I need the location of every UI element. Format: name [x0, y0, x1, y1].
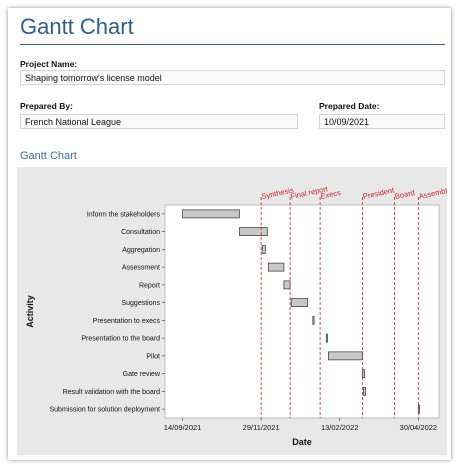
- gantt-bar: [328, 351, 363, 361]
- x-tick-label: 30/04/2022: [400, 423, 438, 432]
- milestone-label: Execs: [320, 188, 342, 201]
- milestone-label: Assembly: [418, 185, 447, 201]
- gantt-bar: [261, 245, 266, 254]
- gantt-bar: [182, 209, 240, 219]
- gantt-bar: [363, 387, 366, 396]
- project-name-field[interactable]: Shaping tomorrow's license model: [20, 70, 445, 85]
- gantt-bar: [325, 333, 328, 343]
- gantt-bar: [283, 280, 291, 290]
- y-tick-label: Presentation to execs: [93, 318, 161, 325]
- milestone-label: President: [362, 185, 396, 201]
- y-tick-label: Result validation with the board: [63, 389, 160, 396]
- prepared-date-label: Prepared Date:: [319, 101, 380, 111]
- y-tick-label: Consultation: [121, 229, 160, 236]
- gantt-chart-panel: Inform the stakeholders Consultation Aggre…: [17, 167, 452, 455]
- y-tick-label: Submission for solution deployment: [49, 407, 160, 414]
- x-tick-label: 14/09/2021: [164, 423, 202, 432]
- gantt-bar: [312, 316, 315, 325]
- gantt-report-card: Gantt Chart Project Name: Shaping tomorr…: [8, 8, 452, 460]
- y-tick-label: Presentation to the board: [81, 336, 160, 343]
- page-title: Gantt Chart: [20, 14, 134, 39]
- y-tick-label: Report: [139, 282, 160, 289]
- section-title: Gantt Chart: [20, 150, 77, 162]
- title-divider: [20, 44, 445, 45]
- gantt-bar: [290, 298, 309, 307]
- x-tick-label: 29/11/2021: [243, 423, 280, 432]
- y-tick-label: Gate review: [123, 371, 161, 378]
- prepared-date-field[interactable]: 10/09/2021: [319, 114, 445, 129]
- y-tick-label: Assessment: [122, 265, 160, 272]
- x-tick-label: 13/02/2022: [321, 423, 359, 432]
- prepared-by-field[interactable]: French National League: [20, 114, 298, 129]
- y-tick-label: Aggregation: [122, 247, 160, 254]
- prepared-by-label: Prepared By:: [20, 101, 73, 111]
- project-name-label: Project Name:: [20, 59, 78, 69]
- y-tick-label: Pilot: [146, 353, 160, 360]
- y-axis-label: Activity: [25, 295, 35, 328]
- gantt-chart: Inform the stakeholders Consultation Aggre…: [25, 184, 452, 447]
- x-axis-label: Date: [292, 437, 312, 447]
- y-tick-label: Inform the stakeholders: [87, 211, 161, 218]
- y-tick-label: Suggestions: [121, 300, 160, 307]
- plot-area: [164, 204, 440, 419]
- gantt-bar: [239, 227, 268, 236]
- gantt-bar: [268, 262, 285, 272]
- milestone-label: Board: [394, 188, 415, 201]
